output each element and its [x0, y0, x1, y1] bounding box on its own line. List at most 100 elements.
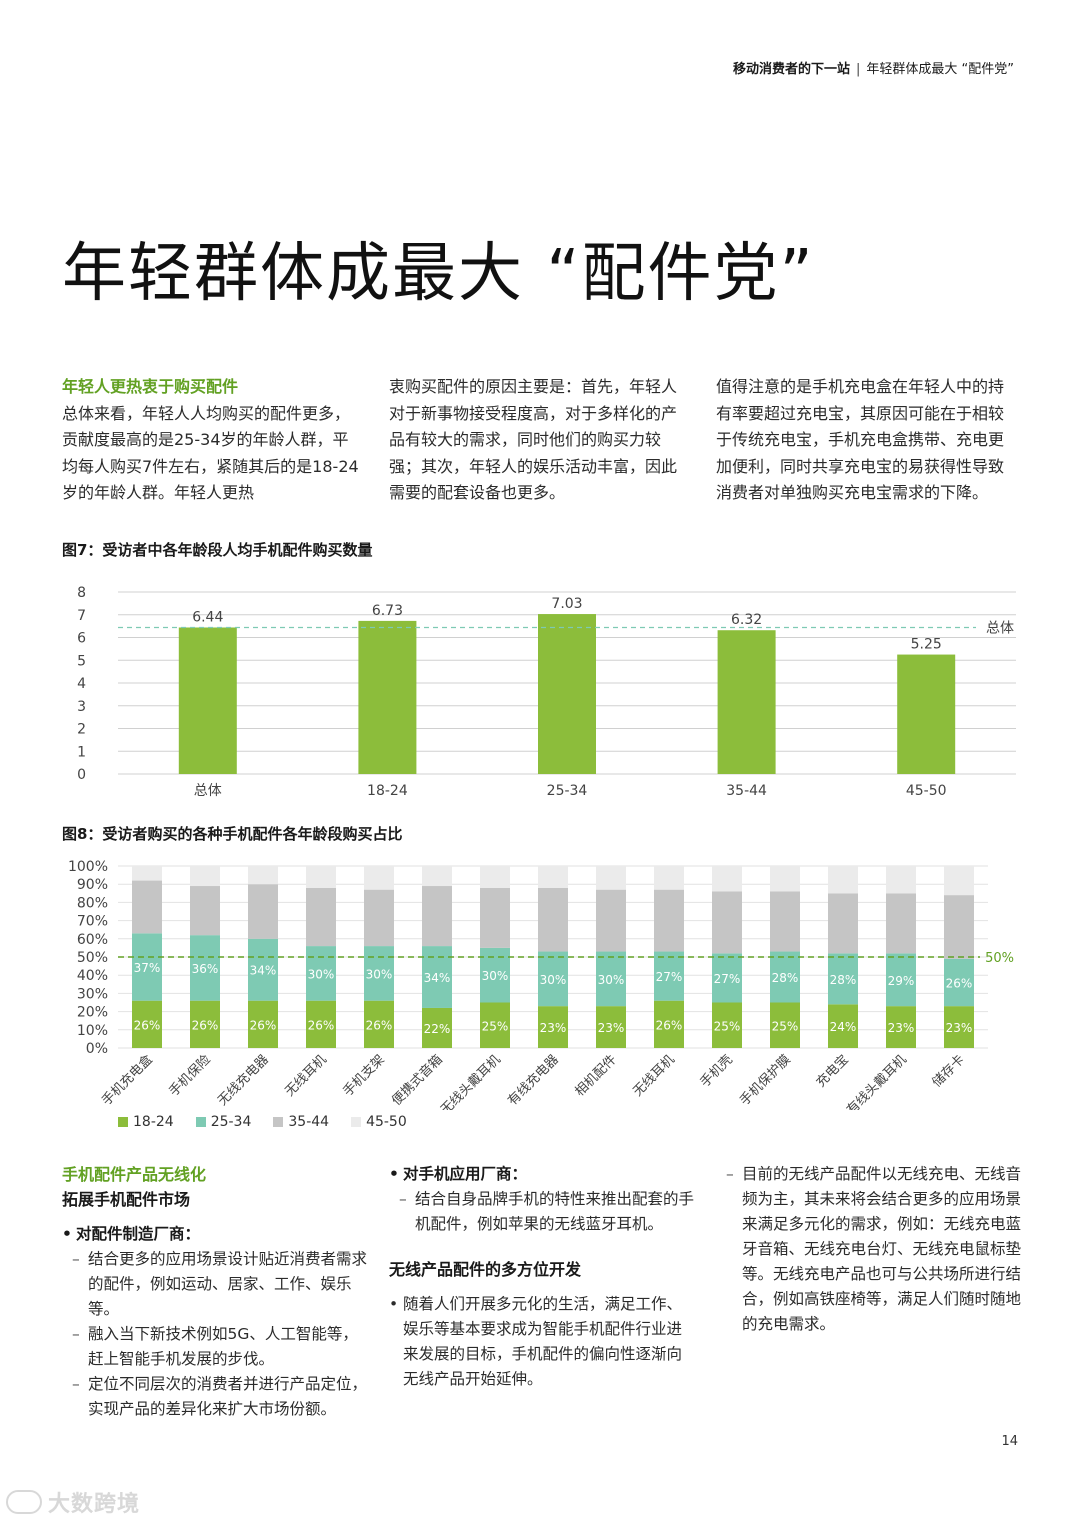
segment-value-label: 23%: [540, 1021, 567, 1035]
y-tick-label: 7: [77, 608, 86, 624]
stacked-bar-segment: [480, 887, 510, 948]
page-title: 年轻群体成最大 “配件党”: [62, 237, 815, 311]
y-tick-label: 80%: [77, 895, 108, 911]
x-tick-label: 便携式音箱: [389, 1052, 446, 1109]
section-3-dash-1: 目前的无线产品配件以无线充电、无线音频为主，其未来将会结合更多的应用场景来满足多…: [716, 1162, 1021, 1337]
section-1-dash-3: 定位不同层次的消费者并进行产品定位，实现产品的差异化来扩大市场份额。: [62, 1372, 367, 1422]
intro-text-2: 衷购买配件的原因主要是：首先，年轻人对于新事物接受程度高，对于多样化的产品有较大…: [389, 377, 678, 502]
legend-swatch: [118, 1117, 128, 1127]
stacked-bar-segment: [828, 1004, 858, 1048]
x-tick-label: 无线头戴耳机: [438, 1052, 504, 1110]
bar-value-label: 6.44: [192, 609, 223, 625]
legend-item-45-50: 45-50: [351, 1114, 407, 1130]
segment-value-label: 22%: [424, 1022, 451, 1036]
segment-value-label: 30%: [308, 967, 335, 981]
segment-value-label: 25%: [714, 1019, 741, 1033]
segment-value-label: 30%: [482, 969, 509, 983]
bar-value-label: 5.25: [911, 637, 942, 653]
y-tick-label: 40%: [77, 968, 108, 984]
segment-value-label: 37%: [134, 961, 161, 975]
y-tick-label: 4: [77, 676, 86, 692]
reference-line-label: 总体: [986, 620, 1014, 636]
stacked-bar-segment: [364, 946, 394, 1001]
stacked-bar-segment: [422, 886, 452, 947]
segment-value-label: 26%: [134, 1018, 161, 1032]
stacked-bar-segment: [596, 866, 626, 890]
stacked-bar-segment: [364, 866, 394, 890]
stacked-bar-segment: [190, 935, 220, 1001]
segment-value-label: 27%: [714, 972, 741, 986]
stacked-bar-segment: [364, 1000, 394, 1048]
x-tick-label: 手机保险: [166, 1052, 213, 1099]
stacked-bar-segment: [654, 951, 684, 1001]
stacked-bar-segment: [364, 889, 394, 947]
segment-value-label: 26%: [250, 1018, 277, 1032]
stacked-bar-segment: [712, 1002, 742, 1048]
stacked-bar-segment: [886, 1006, 916, 1048]
stacked-bar-segment: [480, 947, 510, 1003]
stacked-bar-segment: [306, 866, 336, 888]
stacked-bar-segment: [248, 938, 278, 1001]
stacked-bar-segment: [770, 1002, 800, 1048]
y-tick-label: 20%: [77, 1005, 108, 1021]
stacked-bar-segment: [132, 866, 162, 881]
section-column-3: 目前的无线产品配件以无线充电、无线音频为主，其未来将会结合更多的应用场景来满足多…: [716, 1162, 1021, 1337]
section-column-1: 手机配件产品无线化 拓展手机配件市场 对配件制造厂商： 结合更多的应用场景设计贴…: [62, 1162, 367, 1422]
bar: [358, 620, 417, 774]
intro-column-3: 值得注意的是手机充电盒在年轻人中的持有率要超过充电宝，其原因可能在于相较于传统充…: [716, 374, 1016, 507]
x-tick-label: 相机配件: [572, 1052, 619, 1099]
watermark: 大数跨境: [6, 1486, 140, 1518]
y-tick-label: 0%: [86, 1041, 108, 1057]
segment-value-label: 29%: [888, 974, 915, 988]
y-tick-label: 2: [77, 722, 86, 738]
figure-8-legend: 18-24 25-34 35-44 45-50: [118, 1114, 407, 1130]
stacked-bar-segment: [944, 866, 974, 896]
stacked-bar-segment: [132, 1000, 162, 1048]
segment-value-label: 28%: [830, 973, 857, 987]
y-tick-label: 1: [77, 744, 86, 760]
header-section-name: 移动消费者的下一站: [732, 62, 850, 77]
page-number: 14: [1001, 1434, 1018, 1449]
bar-value-label: 6.32: [731, 612, 762, 628]
stacked-bar-segment: [306, 887, 336, 947]
segment-value-label: 28%: [772, 971, 799, 985]
segment-value-label: 23%: [598, 1021, 625, 1035]
x-tick-label: 有线充电器: [505, 1052, 562, 1109]
section-1-heading: 手机配件产品无线化: [62, 1165, 207, 1184]
segment-value-label: 34%: [250, 964, 277, 978]
stacked-bar-segment: [828, 893, 858, 954]
x-tick-label: 手机支架: [340, 1052, 387, 1099]
segment-value-label: 26%: [192, 1018, 219, 1032]
legend-swatch: [273, 1117, 284, 1127]
figure-8-stacked-bar-chart: 0% 10% 20% 30% 40% 50% 60% 70% 80% 90% 100% 26% 37% 手…: [68, 859, 1014, 1110]
x-tick-label: 无线充电器: [215, 1052, 272, 1109]
stacked-bar-segment: [538, 866, 568, 888]
reference-line-label: 50%: [985, 951, 1014, 966]
legend-label: 25-34: [210, 1114, 252, 1130]
stacked-bar-segment: [770, 891, 800, 952]
segment-value-label: 34%: [424, 971, 451, 985]
x-tick-label: 手机保护膜: [737, 1052, 794, 1109]
stacked-bar-segment: [306, 946, 336, 1001]
stacked-bar-segment: [422, 946, 452, 1008]
segment-value-label: 23%: [946, 1021, 973, 1035]
stacked-bar-segment: [654, 1000, 684, 1048]
x-tick-label: 储存卡: [930, 1052, 968, 1090]
x-tick-label: 45-50: [906, 783, 947, 799]
x-tick-label: 35-44: [726, 783, 767, 799]
stacked-bar-segment: [770, 951, 800, 1003]
x-tick-label: 有线头戴耳机: [844, 1052, 910, 1110]
stacked-bar-segment: [944, 1006, 974, 1048]
stacked-bar-segment: [712, 891, 742, 954]
stacked-bar-segment: [538, 887, 568, 952]
legend-label: 45-50: [366, 1114, 407, 1130]
legend-item-35-44: 35-44: [273, 1114, 329, 1130]
bar-value-label: 6.73: [372, 603, 403, 619]
stacked-bar-segment: [886, 893, 916, 954]
stacked-bar-segment: [190, 866, 220, 887]
watermark-text: 大数跨境: [48, 1492, 141, 1517]
legend-item-25-34: 25-34: [195, 1114, 252, 1130]
section-1-subheading: 拓展手机配件市场: [62, 1190, 191, 1209]
stacked-bar-segment: [596, 951, 626, 1007]
legend-label: 35-44: [288, 1114, 330, 1130]
